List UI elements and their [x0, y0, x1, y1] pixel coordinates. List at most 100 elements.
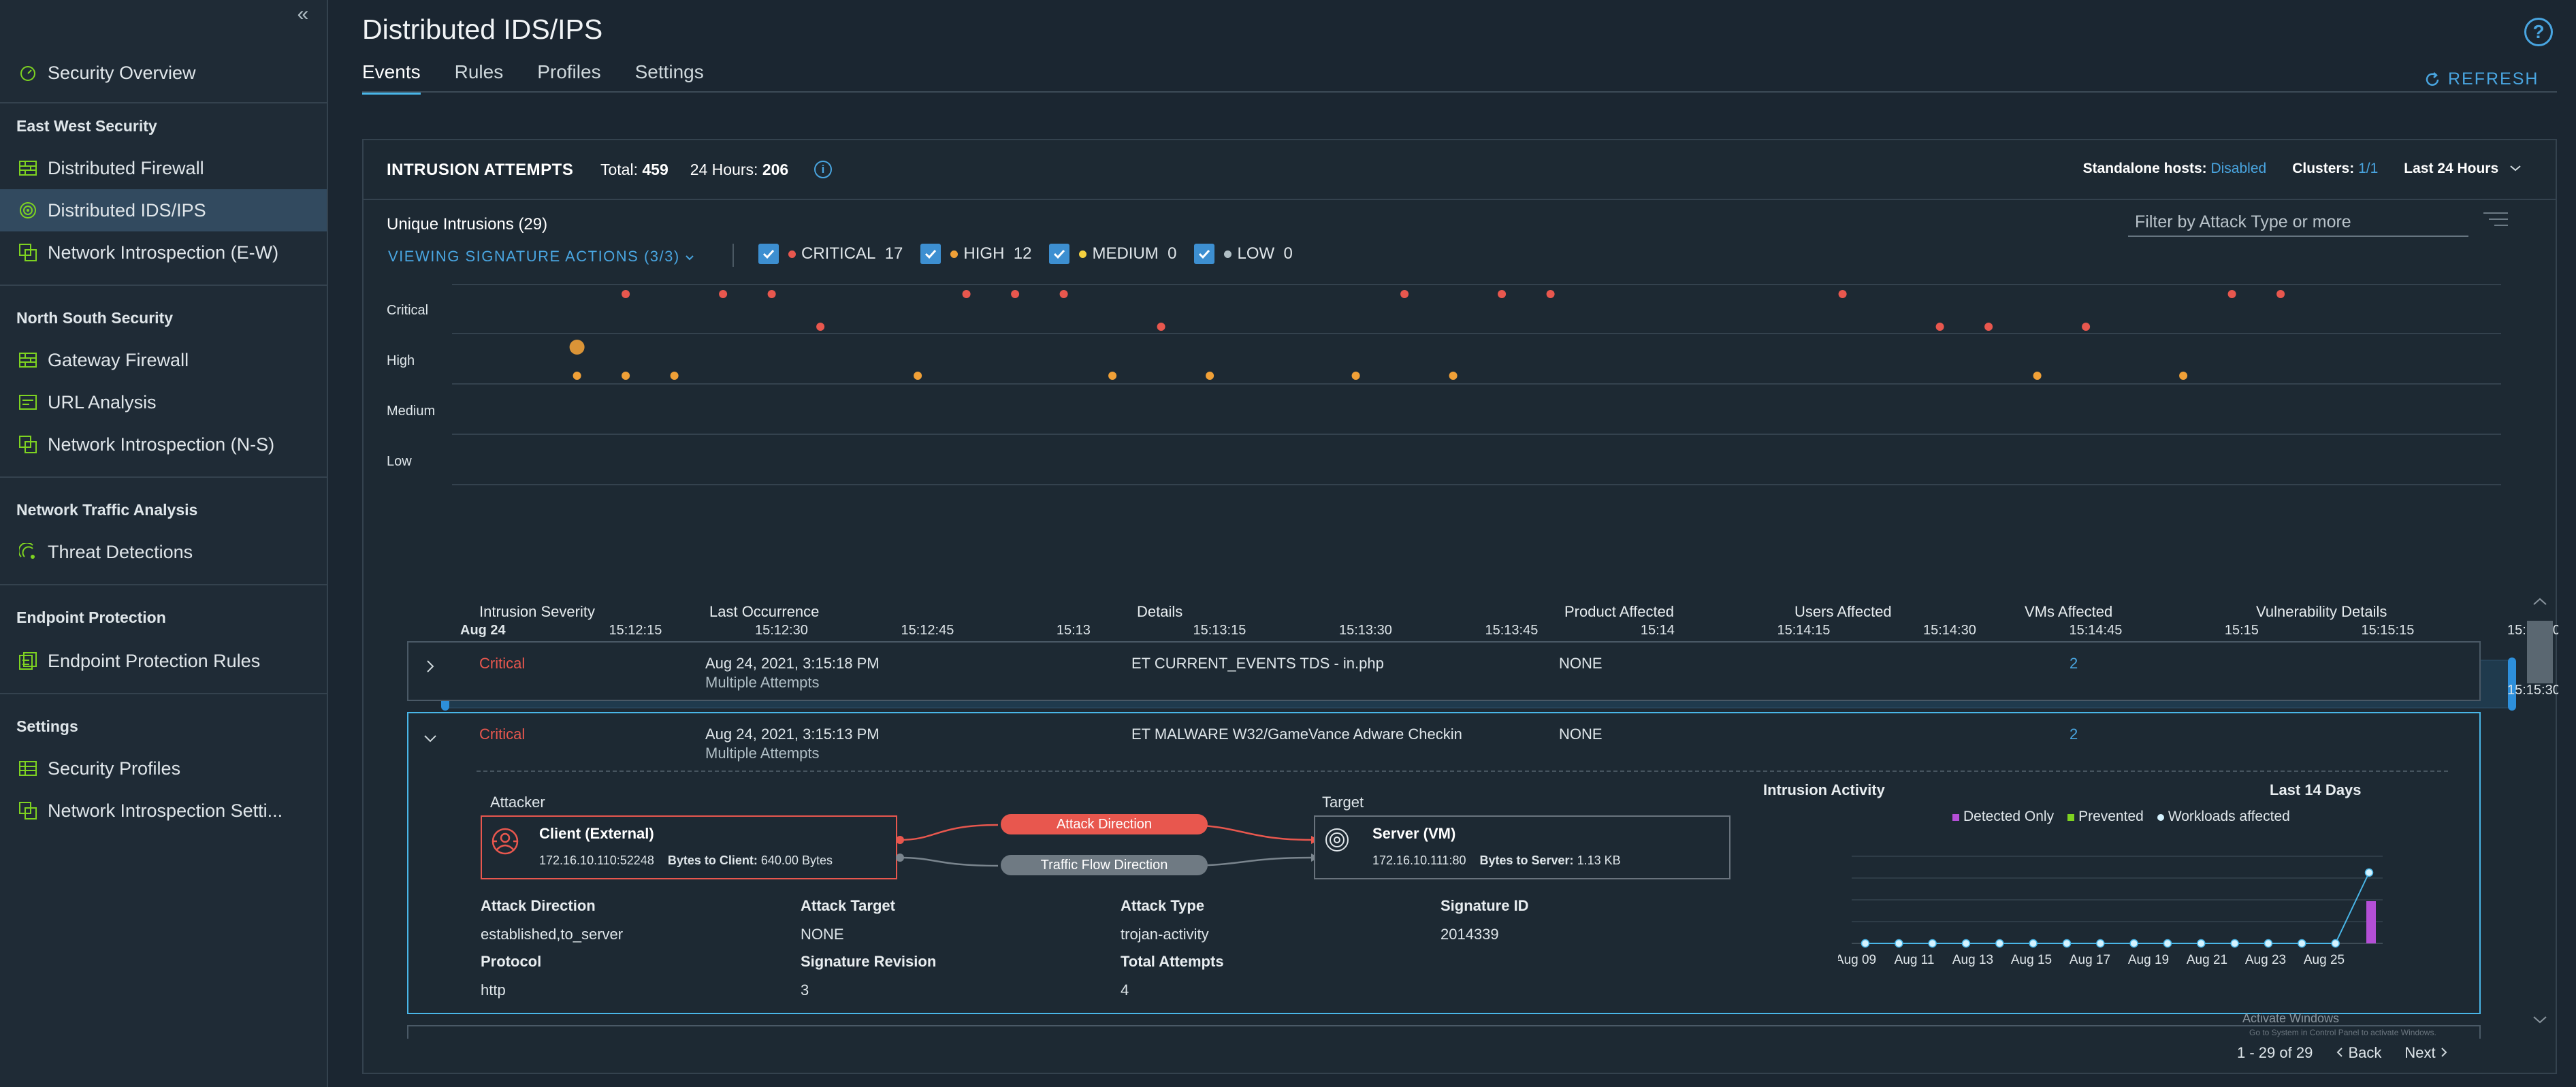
attack-target-label: Attack Target: [801, 897, 895, 914]
tab-rules[interactable]: Rules: [454, 61, 504, 82]
workloads-point: [1961, 939, 1971, 948]
sidebar-item-distributed-ids[interactable]: Distributed IDS/IPS: [0, 189, 327, 231]
y-tick-label: High: [387, 353, 415, 368]
total-attempts-value: 4: [1121, 981, 1129, 999]
back-button[interactable]: Back: [2336, 1044, 2381, 1062]
col-details[interactable]: Details: [1137, 603, 1183, 620]
collapse-sidebar-icon[interactable]: «: [297, 3, 309, 25]
high-dot-icon: [950, 250, 959, 258]
medium-dot-icon: [1079, 250, 1087, 258]
severity-filter-high[interactable]: HIGH 12: [920, 244, 1031, 264]
sidebar-item-label: Endpoint Protection Rules: [48, 650, 261, 671]
url-icon: [18, 392, 38, 412]
occurrence-cell: Aug 24, 2021, 3:15:13 PM Multiple Attempt…: [705, 726, 880, 762]
view-signature-actions-dropdown[interactable]: VIEWING SIGNATURE ACTIONS (3/3): [388, 248, 694, 265]
sidebar-item-gateway-firewall[interactable]: Gateway Firewall: [0, 339, 327, 381]
severity-filter-critical[interactable]: CRITICAL 17: [758, 244, 903, 264]
sidebar-item-ni-ns[interactable]: Network Introspection (N-S): [0, 423, 327, 466]
workloads-point: [1995, 939, 2004, 948]
col-severity[interactable]: Intrusion Severity: [479, 603, 595, 620]
vms-link[interactable]: 2: [2070, 726, 2078, 743]
server-title: Server (VM): [1372, 825, 1456, 842]
help-icon[interactable]: ?: [2524, 18, 2553, 46]
filter-input[interactable]: [2128, 208, 2468, 237]
time-range-dropdown[interactable]: Last 24 Hours: [2404, 161, 2522, 177]
sidebar-item-security-profiles[interactable]: Security Profiles: [0, 747, 327, 790]
attack-target-value: NONE: [801, 926, 844, 943]
activate-windows-sub: Go to System in Control Panel to activat…: [2249, 1028, 2436, 1037]
details-cell: ET CURRENT_EVENTS TDS - in.php: [1131, 655, 1384, 672]
activity-x-label: Aug 11: [1895, 953, 1935, 967]
checkbox-checked-icon[interactable]: [1194, 244, 1215, 264]
section-settings: Settings: [16, 717, 78, 735]
scrollbar[interactable]: [2526, 595, 2554, 1031]
col-product-affected[interactable]: Product Affected: [1564, 603, 1675, 620]
activity-legend: Detected Only Prevented Workloads affect…: [1952, 809, 2290, 825]
brush-handle-right: [2508, 658, 2516, 711]
sidebar-item-threat-detections[interactable]: Threat Detections: [0, 531, 327, 573]
product-cell: NONE: [1559, 726, 1603, 743]
client-box: Client (External) 172.16.10.110:52248 By…: [481, 815, 897, 879]
critical-point: [719, 290, 728, 298]
section-north-south: North South Security: [16, 309, 174, 327]
sidebar-item-label: Distributed IDS/IPS: [48, 199, 206, 221]
occurrence-cell: Aug 24, 2021, 3:15:18 PM Multiple Attempt…: [705, 655, 880, 691]
table-row[interactable]: Critical Aug 24, 2021, 3:15:18 PM Multipl…: [407, 641, 2481, 701]
signature-revision-value: 3: [801, 981, 809, 999]
high-point: [573, 372, 581, 380]
tab-profiles[interactable]: Profiles: [537, 61, 601, 82]
critical-point: [1984, 323, 1993, 331]
high-point: [569, 340, 585, 355]
signature-id-value: 2014339: [1440, 926, 1499, 943]
introspection-icon: [18, 242, 38, 263]
col-users-affected[interactable]: Users Affected: [1794, 603, 1892, 620]
sidebar-item-distributed-firewall[interactable]: Distributed Firewall: [0, 147, 327, 189]
refresh-button[interactable]: REFRESH: [2424, 69, 2539, 89]
sidebar-item-label: Network Introspection Setti...: [48, 800, 283, 821]
sidebar-item-ni-ew[interactable]: Network Introspection (E-W): [0, 231, 327, 274]
intrusion-title: INTRUSION ATTEMPTS: [387, 161, 574, 179]
attack-direction-pill: Attack Direction: [1001, 814, 1208, 834]
tabs-divider: [362, 91, 2557, 93]
tab-events[interactable]: Events: [362, 61, 421, 95]
workloads-point: [2129, 939, 2138, 948]
intrusion-activity-chart: Aug 09 Aug 11 Aug 13 Aug 15 Aug 17 Aug 19 Aug …: [1838, 856, 2383, 967]
severity-filter-low[interactable]: LOW 0: [1194, 244, 1293, 264]
x-tick-label: 15:14:15: [1777, 623, 1830, 638]
workloads-point: [1928, 939, 1937, 948]
sidebar-item-ni-settings[interactable]: Network Introspection Setti...: [0, 790, 327, 832]
workloads-point: [2163, 939, 2172, 948]
workloads-point: [2331, 939, 2340, 948]
critical-point: [1059, 290, 1068, 298]
x-tick-label: 15:15:15: [2361, 623, 2414, 638]
next-button[interactable]: Next: [2404, 1044, 2447, 1062]
firewall-icon: [18, 158, 38, 178]
col-vms-affected[interactable]: VMs Affected: [2025, 603, 2113, 620]
activity-x-label: Aug 25: [2304, 953, 2345, 967]
checkbox-checked-icon[interactable]: [920, 244, 941, 264]
chevron-right-icon[interactable]: [425, 659, 436, 678]
sidebar-item-endpoint-rules[interactable]: Endpoint Protection Rules: [0, 640, 327, 682]
x-tick-label: 15:12:45: [901, 623, 954, 638]
table-row-expanded[interactable]: Critical Aug 24, 2021, 3:15:13 PM Multipl…: [407, 712, 2481, 1014]
info-icon[interactable]: i: [814, 161, 832, 178]
severity-filter-medium[interactable]: MEDIUM 0: [1049, 244, 1176, 264]
sidebar-item-security-overview[interactable]: Security Overview: [0, 52, 327, 94]
checkbox-checked-icon[interactable]: [758, 244, 779, 264]
filter-icon[interactable]: [2482, 211, 2509, 227]
chevron-down-icon[interactable]: [423, 730, 437, 749]
clusters-link[interactable]: 1/1: [2358, 161, 2379, 176]
protocol-value: http: [481, 981, 506, 999]
vms-link[interactable]: 2: [2070, 655, 2078, 672]
scrollbar-thumb[interactable]: [2527, 621, 2553, 683]
x-tick-label: 15:15: [2225, 623, 2259, 638]
col-vulnerability-details[interactable]: Vulnerability Details: [2256, 603, 2387, 620]
tab-settings[interactable]: Settings: [634, 61, 704, 82]
table-row[interactable]: [407, 1025, 2481, 1039]
checkbox-checked-icon[interactable]: [1049, 244, 1070, 264]
standalone-link[interactable]: Disabled: [2210, 161, 2267, 176]
x-tick-label: 15:12:15: [609, 623, 662, 638]
col-last-occurrence[interactable]: Last Occurrence: [709, 603, 820, 620]
sidebar-item-url-analysis[interactable]: URL Analysis: [0, 381, 327, 423]
x-tick-label: 15:14: [1641, 623, 1675, 638]
